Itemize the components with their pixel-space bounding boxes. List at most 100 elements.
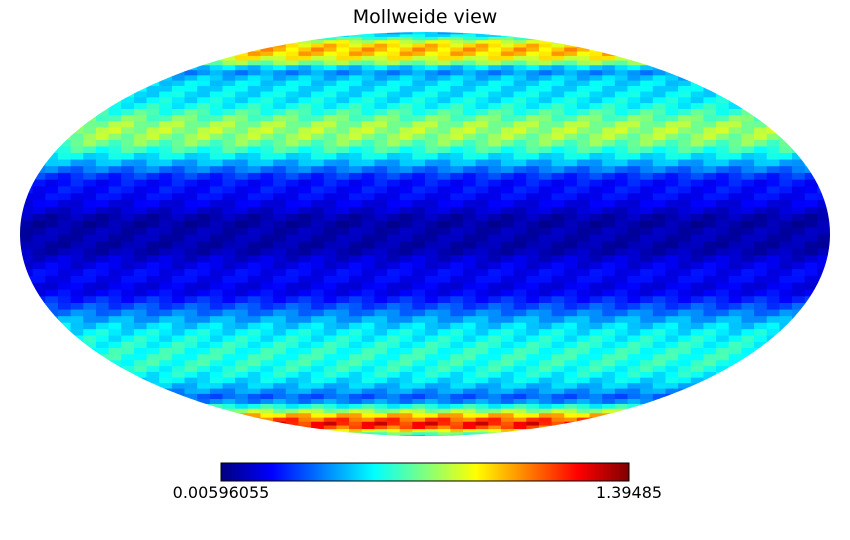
map-pixel: [412, 90, 426, 98]
map-pixel: [425, 220, 439, 228]
map-pixel: [133, 64, 148, 71]
map-pixel: [209, 282, 224, 290]
map-pixel: [425, 424, 439, 430]
map-pixel: [20, 417, 34, 422]
map-pixel: [564, 36, 578, 41]
map-pixel: [235, 69, 249, 76]
map-pixel: [133, 185, 148, 194]
map-pixel: [311, 434, 325, 436]
map-pixel: [728, 261, 743, 270]
map-pixel: [538, 102, 553, 109]
map-pixel: [766, 347, 780, 355]
map-pixel: [171, 139, 186, 147]
map-pixel: [627, 192, 641, 201]
map-pixel: [260, 424, 274, 430]
map-pixel: [70, 96, 84, 104]
map-pixel: [184, 172, 198, 180]
map-pixel: [576, 36, 591, 41]
map-pixel: [285, 172, 300, 180]
map-pixel: [665, 309, 679, 317]
map-pixel: [425, 206, 439, 214]
map-pixel: [336, 46, 350, 52]
map-pixel: [349, 341, 363, 349]
map-pixel: [374, 398, 388, 404]
map-pixel: [311, 431, 325, 435]
map-pixel: [766, 192, 780, 201]
map-pixel: [361, 108, 375, 115]
map-pixel: [260, 172, 274, 180]
map-pixel: [121, 359, 135, 367]
map-pixel: [159, 417, 173, 422]
map-pixel: [564, 282, 578, 290]
map-pixel: [500, 434, 515, 436]
map-pixel: [716, 315, 730, 323]
map-pixel: [209, 172, 224, 180]
map-pixel: [462, 165, 477, 173]
map-pixel: [45, 199, 59, 207]
map-pixel: [804, 295, 818, 303]
map-pixel: [57, 158, 72, 167]
map-pixel: [475, 120, 489, 128]
map-pixel: [437, 275, 451, 283]
map-pixel: [95, 240, 110, 249]
map-pixel: [298, 185, 312, 194]
map-pixel: [792, 199, 806, 207]
map-pixel: [159, 55, 173, 61]
map-pixel: [576, 158, 591, 167]
map-pixel: [349, 36, 363, 41]
map-pixel: [538, 69, 553, 76]
map-pixel: [235, 353, 249, 361]
map-pixel: [614, 80, 629, 87]
map-pixel: [665, 108, 679, 115]
map-pixel: [564, 334, 578, 342]
map-pixel: [450, 220, 464, 228]
map-pixel: [526, 64, 540, 71]
map-pixel: [133, 90, 148, 98]
map-pixel: [159, 341, 173, 349]
map-pixel: [361, 353, 375, 361]
map-pixel: [462, 365, 477, 372]
map-pixel: [285, 69, 300, 76]
map-pixel: [95, 206, 110, 214]
map-pixel: [462, 126, 477, 134]
map-pixel: [133, 227, 148, 235]
map-pixel: [728, 165, 743, 173]
map-pixel: [197, 322, 211, 330]
map-pixel: [703, 227, 717, 235]
map-pixel: [412, 328, 426, 336]
map-pixel: [108, 152, 122, 160]
map-pixel: [361, 334, 375, 342]
map-pixel: [285, 341, 300, 349]
map-pixel: [45, 302, 59, 310]
map-pixel: [184, 371, 198, 378]
map-pixel: [792, 371, 806, 378]
map-pixel: [728, 55, 743, 61]
map-pixel: [462, 69, 477, 76]
map-pixel: [20, 282, 34, 290]
map-pixel: [298, 240, 312, 249]
map-pixel: [273, 365, 287, 372]
map-pixel: [538, 152, 553, 160]
map-pixel: [741, 421, 755, 426]
map-pixel: [235, 417, 249, 422]
map-pixel: [45, 74, 59, 81]
map-pixel: [488, 388, 502, 394]
map-pixel: [273, 69, 287, 76]
map-pixel: [690, 227, 705, 235]
map-pixel: [323, 165, 338, 173]
map-pixel: [526, 43, 540, 48]
map-pixel: [703, 206, 717, 214]
map-pixel: [538, 424, 553, 430]
map-pixel: [792, 393, 806, 399]
map-pixel: [349, 108, 363, 115]
map-pixel: [184, 108, 198, 115]
map-pixel: [412, 309, 426, 317]
map-pixel: [298, 120, 312, 128]
map-pixel: [374, 133, 388, 141]
map-pixel: [792, 234, 806, 242]
map-pixel: [273, 247, 287, 256]
map-pixel: [640, 102, 654, 109]
map-pixel: [425, 55, 439, 61]
map-pixel: [551, 120, 565, 128]
map-pixel: [273, 59, 287, 66]
